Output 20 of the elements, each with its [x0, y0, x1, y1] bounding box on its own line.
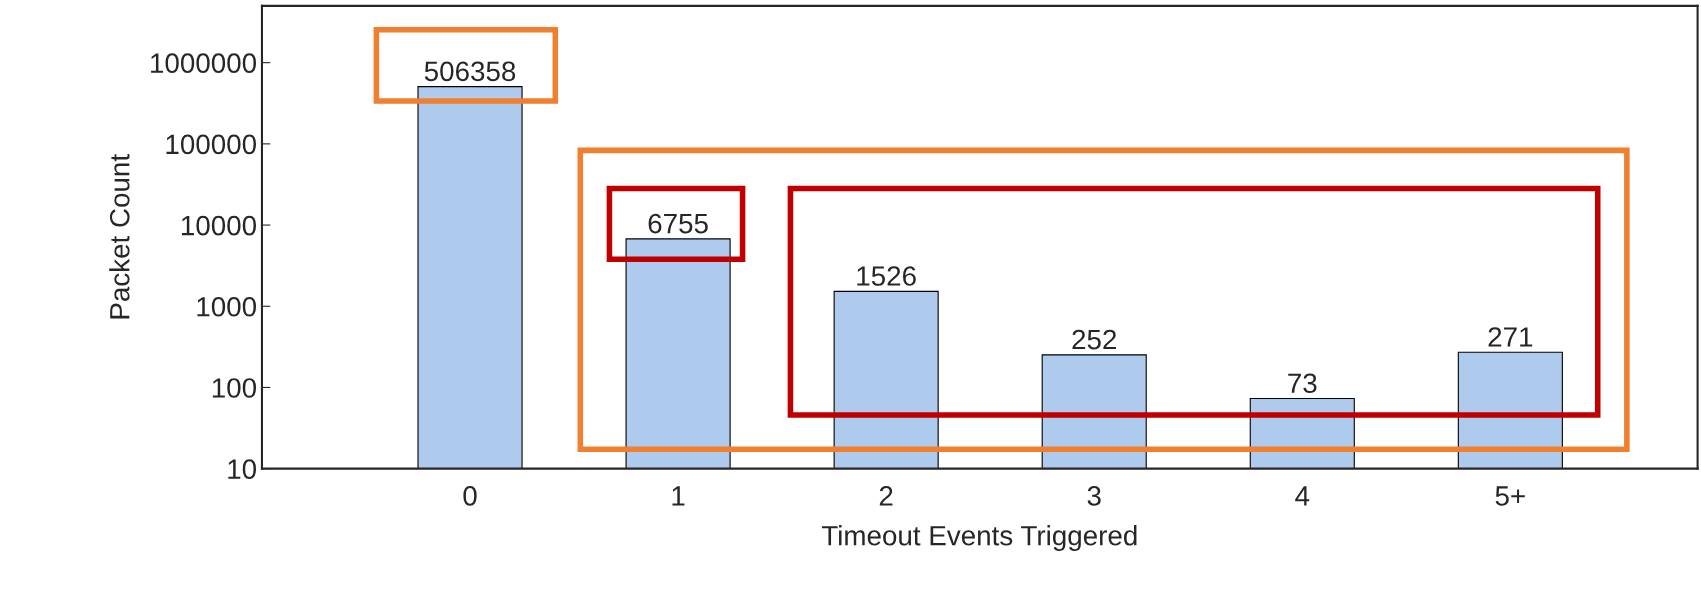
- data-label: 1526: [857, 266, 916, 286]
- x-tick-label: 1: [672, 486, 685, 506]
- x-tick-label: 0: [463, 486, 477, 506]
- x-tick-label: 3: [1087, 486, 1101, 506]
- y-tick-label: 100000: [166, 134, 257, 155]
- data-label: 506358: [424, 61, 516, 82]
- y-tick-label: 1000: [197, 296, 257, 317]
- data-label: 6755: [648, 213, 708, 234]
- y-tick-label: 10: [228, 459, 257, 479]
- data-label: 252: [1072, 329, 1116, 350]
- y-tick-label: 1000000: [151, 53, 257, 73]
- x-axis-title: Timeout Events Triggered: [821, 525, 1137, 552]
- y-tick-label: 100: [212, 378, 257, 398]
- data-label: 73: [1288, 373, 1317, 394]
- y-tick-label: 10000: [181, 215, 257, 236]
- x-tick-label: 2: [879, 486, 893, 506]
- data-label: 271: [1488, 327, 1533, 347]
- x-tick-label: 4: [1295, 486, 1310, 506]
- y-axis-title: Packet Count: [109, 154, 130, 319]
- x-tick-label: 5+: [1495, 486, 1525, 506]
